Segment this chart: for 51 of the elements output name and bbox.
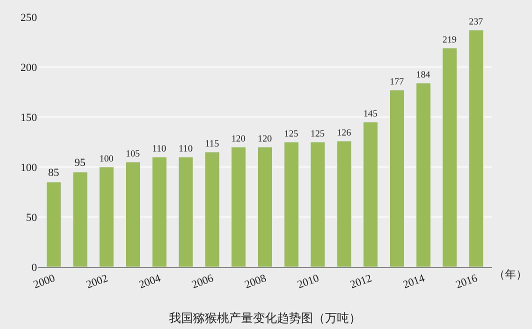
data-label: 237 (468, 17, 484, 28)
y-tick-label: 200 (20, 62, 38, 74)
data-label: 120 (258, 134, 272, 144)
y-tick-label: 100 (20, 162, 38, 174)
y-tick-label: 0 (32, 262, 38, 274)
x-axis-title: （年） (494, 269, 527, 281)
x-tick-label: 2006 (190, 272, 216, 292)
bar (178, 156, 194, 267)
x-tick-label: 2016 (454, 272, 480, 292)
data-label: 219 (442, 35, 457, 46)
bar (126, 162, 141, 267)
y-tick-label: 50 (26, 212, 38, 224)
bar (257, 146, 273, 267)
bar (152, 156, 167, 267)
data-label: 115 (204, 138, 220, 150)
x-tick-label: 2002 (84, 272, 110, 292)
x-tick-label: 2004 (138, 272, 163, 292)
data-label: 184 (416, 70, 430, 80)
bar (72, 172, 88, 267)
y-tick-label: 150 (20, 112, 38, 124)
x-tick-label: 2000 (32, 272, 58, 292)
data-label: 145 (363, 109, 378, 120)
bar (416, 82, 431, 267)
y-tick-label: 250 (20, 12, 38, 24)
bar (336, 140, 352, 267)
x-tick-label: 2012 (348, 272, 374, 292)
x-tick-label: 2014 (402, 272, 427, 292)
bar (204, 152, 220, 267)
x-tick-label: 2010 (296, 272, 322, 292)
data-label: 125 (310, 129, 325, 140)
bar (231, 146, 246, 267)
text: 我国猕猴桃产量变化趋势图（万吨） (169, 311, 361, 325)
bar (442, 48, 458, 267)
bar (310, 142, 326, 267)
data-label: 100 (99, 154, 114, 164)
data-label: 125 (284, 129, 299, 140)
data-label: 95 (74, 157, 86, 169)
data-label: 105 (126, 149, 140, 160)
bar (284, 142, 299, 267)
data-label: 85 (48, 167, 60, 179)
data-label: 126 (336, 128, 352, 138)
data-label: 110 (178, 143, 193, 154)
bar (46, 182, 62, 267)
bar (99, 166, 114, 267)
bar (363, 122, 378, 267)
x-tick-label: 2008 (243, 272, 268, 292)
bar (389, 90, 404, 267)
bar (468, 30, 484, 267)
data-label: 110 (152, 143, 166, 154)
data-label: 120 (231, 134, 246, 144)
data-label: 177 (390, 77, 404, 88)
